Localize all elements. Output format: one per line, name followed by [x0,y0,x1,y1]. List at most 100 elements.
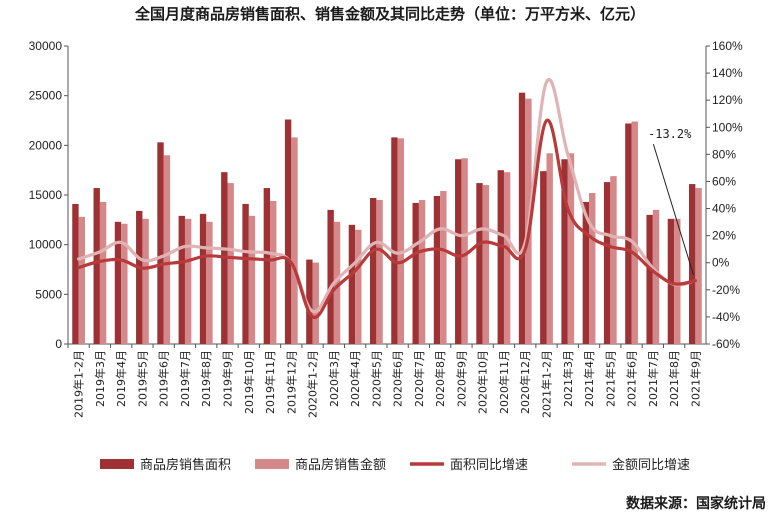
legend-label: 商品房销售面积 [140,457,231,473]
x-tick-label: 2020年5月 [369,350,383,407]
bar [582,201,590,344]
right-tick-label: -60% [712,337,740,351]
bar [136,210,143,344]
bar [503,172,511,344]
right-tick-label: 20% [712,229,736,243]
bar [561,159,568,344]
bar [348,224,356,344]
bar [695,188,702,344]
x-tick-label: 2019年7月 [178,350,192,407]
x-tick-label: 2021年7月 [646,350,660,407]
bar [99,201,107,344]
bar [625,123,632,344]
bar [78,216,86,344]
x-tick-label: 2019年9月 [221,350,235,407]
bar [497,170,504,344]
x-tick-label: 2019年4月 [114,350,128,407]
bar [412,202,419,344]
x-tick-label: 2020年8月 [433,350,447,407]
legend-label: 商品房销售金额 [295,457,386,473]
x-tick-label: 2020年1-2月 [306,350,320,418]
right-y-axis: -60% -40% -20% 0% 20% 40% 60% 80% 100% 120% 140% 16… [706,39,743,351]
bar [589,193,596,344]
left-tick-label: 30000 [29,39,63,53]
x-tick-label: 2021年6月 [625,350,639,407]
bar [227,183,234,344]
x-tick-label: 2020年3月 [327,350,341,407]
right-tick-label: 60% [712,174,736,188]
bar [306,259,313,344]
bar [476,183,483,344]
x-tick-label: 2021年9月 [688,350,702,407]
right-tick-label: 40% [712,202,736,216]
bar [652,209,660,344]
bar [376,199,383,344]
bar [461,158,468,344]
bar [610,176,617,344]
bar [142,218,149,344]
legend: 商品房销售面积 商品房销售金额 面积同比增速 金额同比增速 [100,457,690,473]
bar [163,155,171,344]
bar [206,221,213,344]
series-line [77,118,697,319]
bar [418,199,426,344]
chart-title: 全国月度商品房销售面积、销售金额及其同比走势（单位：万平方米、亿元） [134,5,645,23]
x-tick-label: 2019年1-2月 [72,350,86,418]
annotation-label: -13.2% [648,127,692,141]
right-tick-label: 100% [712,120,743,134]
bar [546,153,553,344]
x-tick-label: 2019年12月 [284,350,298,414]
bar [327,209,334,344]
x-tick-label: 2019年8月 [199,350,213,407]
left-tick-label: 0 [55,337,62,351]
annotation: -13.2% [648,127,694,275]
bar [178,215,185,344]
x-tick-label: 2019年10月 [242,350,256,414]
bar [603,182,611,344]
bar [284,119,292,344]
bar [157,142,164,344]
line-layer [77,77,697,319]
x-tick-label: 2020年10月 [476,350,490,414]
bar [455,159,462,344]
x-tick-label: 2021年4月 [582,350,596,407]
bar [333,221,341,344]
source-note: 数据来源：国家统计局 [626,495,766,512]
x-tick-label: 2021年5月 [603,350,617,407]
bar [114,221,122,344]
bar [121,223,128,344]
bar [184,218,192,344]
x-tick-label: 2020年7月 [412,350,426,407]
bar [355,229,362,344]
bar [631,121,638,344]
x-tick-label: 2021年3月 [561,350,575,407]
right-tick-label: -20% [712,283,740,297]
x-tick-label: 2019年6月 [157,350,171,407]
x-tick-label: 2019年3月 [93,350,107,407]
left-tick-label: 10000 [29,238,63,252]
right-tick-label: 140% [712,66,743,80]
bar [433,195,441,344]
bar [567,153,575,344]
bar [397,138,405,344]
bar [391,137,398,344]
bar [369,197,377,344]
bar [646,214,653,344]
x-tick-label: 2019年11月 [263,350,277,414]
right-tick-label: 0% [712,256,730,270]
bar [242,203,249,344]
bar [518,92,526,344]
bar [93,188,100,344]
bar [688,184,696,344]
bar [248,215,256,344]
legend-swatch [100,459,134,469]
bar-layer [72,92,702,344]
bar [540,171,547,344]
legend-label: 面积同比增速 [450,458,528,473]
bar [440,191,447,344]
bar [72,203,79,344]
bar [674,218,681,344]
right-tick-label: 80% [712,147,736,161]
right-tick-label: 120% [712,93,743,107]
